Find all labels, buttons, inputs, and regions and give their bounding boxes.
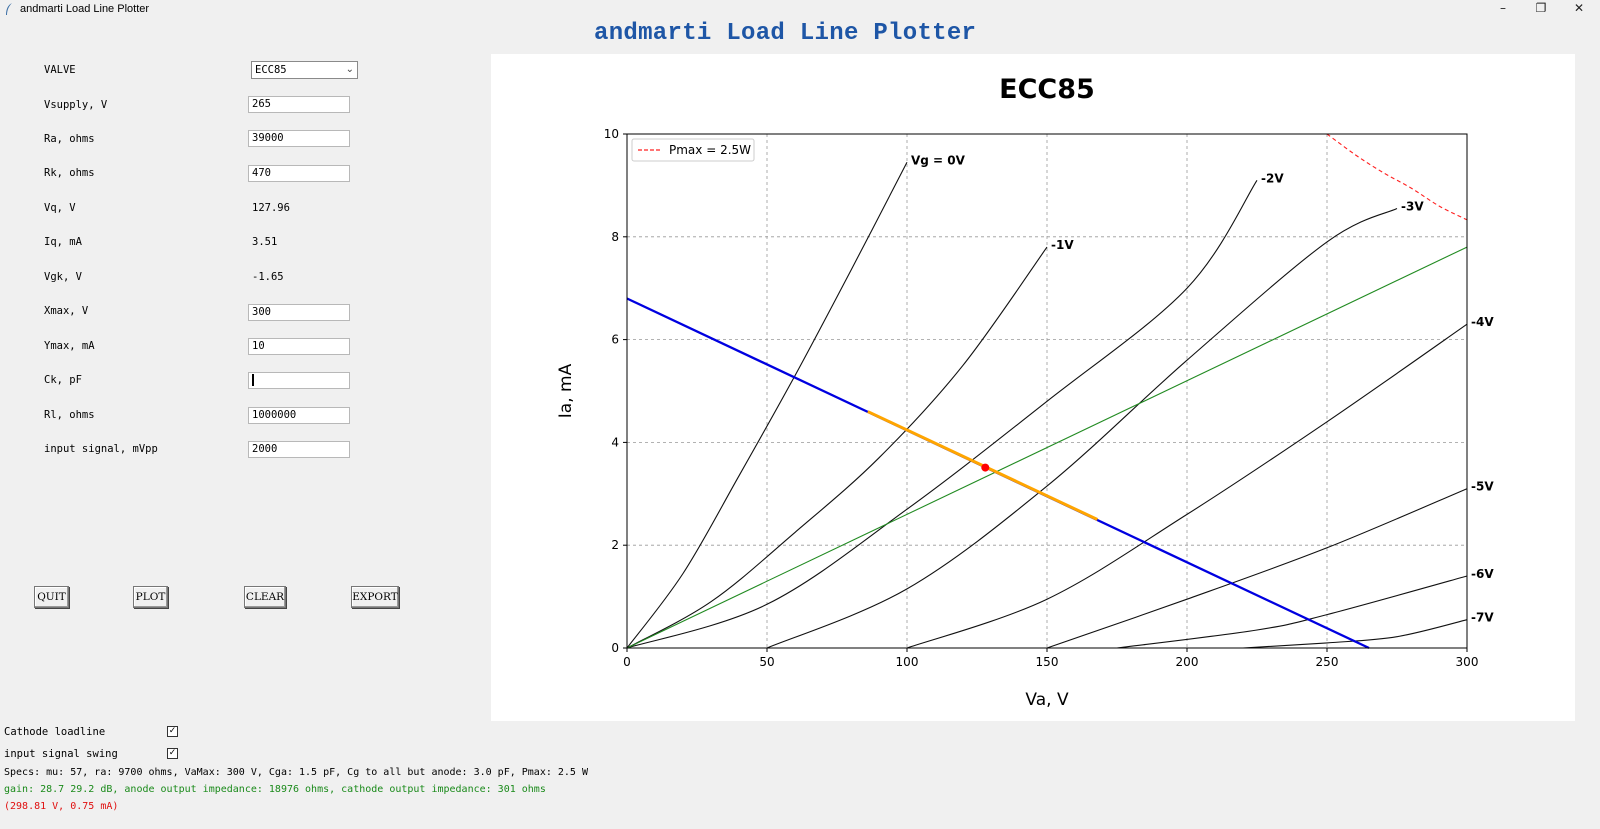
- curve-label-vg-0v: Vg = 0V: [911, 153, 966, 167]
- pmax-curve: [1326, 133, 1468, 221]
- load-lines: [626, 133, 1468, 650]
- y-tick-label: 8: [611, 230, 619, 244]
- gain-text: gain: 28.7 29.2 dB, anode output impedan…: [4, 784, 546, 795]
- xmax-label: Xmax, V: [44, 305, 89, 317]
- restore-button[interactable]: ❐: [1535, 1, 1547, 15]
- y-tick-label: 4: [611, 435, 619, 449]
- curve-vg-3v: [766, 208, 1398, 649]
- ymax-label: Ymax, mA: [44, 340, 95, 352]
- plot-button[interactable]: PLOT: [133, 586, 168, 608]
- check-icon: ✓: [168, 726, 177, 736]
- curve-label-6v: -6V: [1471, 567, 1494, 581]
- text-caret: [252, 374, 254, 386]
- xmax-input[interactable]: 300: [248, 304, 350, 321]
- iq-value: 3.51: [252, 236, 278, 248]
- input-signal-swing-checkbox[interactable]: ✓: [167, 748, 178, 759]
- x-tick-label: 250: [1316, 655, 1339, 669]
- plot-frame: [626, 133, 1468, 649]
- y-tick-label: 6: [611, 333, 619, 347]
- curve-vg-vg-0v: [626, 162, 908, 649]
- y-tick-label: 10: [604, 127, 619, 141]
- q-point-marker: [981, 463, 990, 472]
- check-icon: ✓: [168, 748, 177, 758]
- curve-label-7v: -7V: [1471, 611, 1494, 625]
- x-tick-label: 0: [623, 655, 631, 669]
- ck-input[interactable]: [248, 372, 350, 389]
- curve-vg-6v: [1116, 575, 1468, 649]
- curve-label-2v: -2V: [1261, 171, 1284, 185]
- x-tick-label: 300: [1456, 655, 1479, 669]
- chart-title: ECC85: [999, 74, 1095, 105]
- curve-label-1v: -1V: [1051, 238, 1074, 252]
- rl-label: Rl, ohms: [44, 409, 95, 421]
- vgk-value: -1.65: [252, 271, 284, 283]
- curve-label-5v: -5V: [1471, 480, 1494, 494]
- valve-select[interactable]: ECC85 ⌄: [251, 61, 358, 79]
- axis-ticks: 0 50 100 150 200 250 300 0 2 4 6 8 10: [604, 127, 1479, 669]
- y-tick-label: 2: [611, 538, 619, 552]
- vsupply-input[interactable]: 265: [248, 96, 350, 113]
- cathode-load-line: [626, 246, 1468, 649]
- chevron-down-icon: ⌄: [345, 64, 354, 75]
- x-tick-label: 150: [1036, 655, 1059, 669]
- title-bar: andmarti Load Line Plotter – ❐ ✕: [0, 0, 1600, 19]
- window-title: andmarti Load Line Plotter: [20, 3, 150, 15]
- cursor-readout: (298.81 V, 0.75 mA): [4, 801, 119, 812]
- curve-vg-2v: [626, 180, 1258, 649]
- iq-label: Iq, mA: [44, 236, 82, 248]
- x-tick-label: 50: [759, 655, 774, 669]
- rk-input[interactable]: 470: [248, 165, 350, 182]
- ra-input[interactable]: 39000: [248, 130, 350, 147]
- feather-icon: [6, 3, 12, 15]
- load-line-chart: 0 50 100 150 200 250 300 0 2 4 6 8 10 Vg = 0V -1V -2V -…: [556, 74, 1494, 710]
- curve-label-4v: -4V: [1471, 315, 1494, 329]
- close-button[interactable]: ✕: [1573, 1, 1585, 15]
- legend-label-pmax: Pmax = 2.5W: [669, 143, 751, 157]
- clear-button[interactable]: CLEAR: [244, 586, 286, 608]
- x-axis-label: Va, V: [1025, 690, 1069, 710]
- curve-vg-1v: [626, 246, 1048, 649]
- vgk-label: Vgk, V: [44, 271, 82, 283]
- curve-labels: Vg = 0V -1V -2V -3V -4V -5V -6V -7V: [911, 153, 1494, 624]
- ymax-input[interactable]: 10: [248, 338, 350, 355]
- curve-label-3v: -3V: [1401, 200, 1424, 214]
- vsupply-label: Vsupply, V: [44, 99, 108, 111]
- x-tick-label: 100: [896, 655, 919, 669]
- input-signal-swing-label: input signal swing: [4, 748, 118, 760]
- curve-vg-5v: [1046, 488, 1468, 649]
- app-heading: andmarti Load Line Plotter: [594, 20, 977, 47]
- cathode-loadline-label: Cathode loadline: [4, 726, 106, 738]
- quit-button[interactable]: QUIT: [34, 586, 69, 608]
- grid-lines: [627, 134, 1467, 648]
- plot-panel: 0 50 100 150 200 250 300 0 2 4 6 8 10 Vg = 0V -1V -2V -…: [491, 54, 1575, 721]
- curve-vg-4v: [906, 323, 1468, 649]
- cathode-loadline-checkbox[interactable]: ✓: [167, 726, 178, 737]
- y-tick-label: 0: [611, 641, 619, 655]
- y-axis-label: Ia, mA: [556, 363, 576, 418]
- minimize-button[interactable]: –: [1500, 1, 1506, 15]
- specs-text: Specs: mu: 57, ra: 9700 ohms, VaMax: 300…: [4, 767, 588, 778]
- vq-label: Vq, V: [44, 202, 76, 214]
- chart-legend: Pmax = 2.5W: [631, 138, 755, 162]
- curve-vg-7v: [1242, 619, 1468, 649]
- input-signal-label: input signal, mVpp: [44, 443, 158, 455]
- rl-input[interactable]: 1000000: [248, 407, 350, 424]
- rk-label: Rk, ohms: [44, 167, 95, 179]
- legend-box: [631, 138, 755, 162]
- ck-label: Ck, pF: [44, 374, 82, 386]
- x-tick-label: 200: [1176, 655, 1199, 669]
- ra-label: Ra, ohms: [44, 133, 95, 145]
- vq-value: 127.96: [252, 202, 290, 214]
- valve-label: VALVE: [44, 64, 76, 76]
- export-button[interactable]: EXPORT: [351, 586, 399, 608]
- valve-select-value: ECC85: [255, 64, 287, 76]
- input-signal-input[interactable]: 2000: [248, 441, 350, 458]
- characteristic-curves: [626, 162, 1468, 649]
